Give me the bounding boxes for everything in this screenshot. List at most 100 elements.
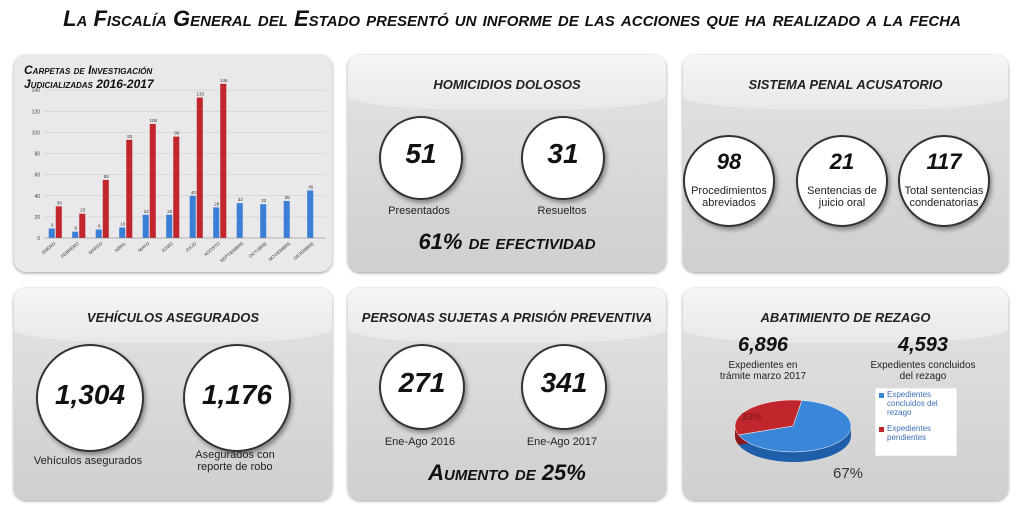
- x-tick-label: ENERO: [41, 241, 57, 255]
- data-label: 108: [150, 118, 158, 123]
- legend-item: Expedientes pendientes: [887, 424, 932, 442]
- stat-value: 341: [540, 367, 588, 398]
- legend-label: Expedientes pendientes: [887, 424, 932, 442]
- stat-value: 21: [829, 149, 855, 174]
- panel-header: [683, 55, 1008, 110]
- stat-label: Resueltos: [537, 205, 587, 217]
- x-tick-label: OCTUBRE: [248, 241, 268, 259]
- stat-value: 4,593: [897, 334, 949, 356]
- data-label: 29: [214, 201, 220, 206]
- bar: [48, 228, 55, 238]
- circle: 51: [379, 116, 463, 200]
- bar: [260, 204, 267, 238]
- bar: [173, 136, 180, 238]
- panel-title: ABATIMIENTO DE REZAGO: [760, 310, 931, 325]
- bar: [55, 206, 62, 238]
- stat-label: Expedientes concluidos del rezago: [870, 360, 976, 382]
- bar: [102, 179, 109, 238]
- y-tick-label: 0: [37, 236, 40, 242]
- stat-label: Vehículos asegurados: [33, 455, 143, 467]
- stat-label: Ene-Ago 2016: [384, 436, 456, 448]
- stat-label: Ene-Ago 2017: [526, 436, 598, 448]
- legend-box: [874, 388, 958, 457]
- data-label: 40: [191, 190, 197, 195]
- legend-swatch: [879, 427, 884, 432]
- rezago-panel: ABATIMIENTO DE REZAGO 6,896 4,593 Expedi…: [683, 288, 1008, 500]
- panel-header: [14, 288, 332, 343]
- bar: [79, 213, 86, 238]
- bar: [142, 214, 149, 238]
- y-tick-label: 140: [32, 88, 41, 94]
- panel-footer: 61% de efectividad: [418, 229, 596, 254]
- x-tick-label: NOVIEMBRE: [267, 241, 291, 262]
- page-title: La Fiscalía General del Estado presentó …: [63, 6, 961, 31]
- x-tick-label: SEPTIEMBRE: [219, 241, 244, 263]
- prision-panel: PERSONAS SUJETAS A PRISIÓN PREVENTIVA 27…: [348, 288, 666, 500]
- stat-label: Total sentencias condenatorias: [904, 185, 984, 209]
- x-tick-label: AGOSTO: [203, 241, 221, 257]
- circle: 1,304: [36, 344, 144, 452]
- data-label: 22: [144, 209, 150, 214]
- bar: [307, 190, 314, 238]
- panel-title: PERSONAS SUJETAS A PRISIÓN PREVENTIVA: [361, 310, 653, 325]
- stat-value: 51: [405, 138, 437, 169]
- panel-title: HOMICIDIOS DOLOSOS: [433, 77, 581, 92]
- y-tick-label: 120: [32, 109, 41, 115]
- data-label: 33: [238, 197, 244, 202]
- data-label: 23: [80, 208, 86, 213]
- circle: 117 Total sentencias condenatorias: [898, 135, 990, 227]
- stat-value: 1,176: [201, 379, 273, 410]
- panel-header: [348, 288, 666, 343]
- panel-title: SISTEMA PENAL ACUSATORIO: [748, 77, 943, 92]
- stat-label: Procedimientos abreviados: [691, 185, 767, 209]
- stat-value: 117: [926, 149, 962, 174]
- stat-label: Expedientes en trámite marzo 2017: [719, 360, 807, 382]
- chart-title: Carpetas de Investigación Judicializadas…: [24, 63, 154, 91]
- data-label: 146: [220, 78, 228, 83]
- stat-label: Presentados: [388, 205, 450, 217]
- stat-value: 271: [398, 367, 446, 398]
- stat-value: 31: [547, 138, 579, 169]
- panel-footer: Aumento de 25%: [428, 460, 586, 485]
- bar: [126, 139, 133, 238]
- data-label: 45: [308, 184, 314, 189]
- pie-chart: 67% 33% Expedientes concluidos del rezago E…: [734, 388, 958, 482]
- circle: 271: [379, 344, 465, 430]
- legend-swatch: [879, 393, 884, 398]
- x-tick-label: JUNIO: [160, 241, 174, 254]
- pie-label: 33%: [741, 412, 761, 423]
- data-label: 133: [197, 92, 205, 97]
- pie-slice: [738, 400, 852, 453]
- bar: [72, 231, 79, 238]
- panel-header: [683, 288, 1008, 343]
- x-tick-label: FEBRERO: [60, 241, 80, 259]
- y-tick-label: 60: [34, 173, 40, 179]
- data-label: 96: [174, 131, 180, 136]
- bar: [166, 214, 173, 238]
- bar: [189, 195, 196, 238]
- legend-label: Expedientes concluidos del rezago: [887, 390, 938, 417]
- y-tick-label: 40: [34, 194, 40, 200]
- bar: [95, 229, 102, 238]
- bar-chart: 0 20 40 60 80 100 120 140 ENERO 9 30 FEBRERO 6 23 MARZ…: [32, 78, 326, 263]
- circle: 341: [521, 344, 607, 430]
- data-label: 9: [51, 222, 54, 227]
- pie-label: 67%: [833, 465, 863, 482]
- homicidios-panel: HOMICIDIOS DOLOSOS 51 31 Presentados Res…: [348, 55, 666, 272]
- bar: [213, 207, 220, 238]
- x-tick-label: ABRIL: [114, 241, 128, 254]
- x-tick-label: MARZO: [88, 241, 104, 256]
- sistema-panel: SISTEMA PENAL ACUSATORIO 98 Procedimiento…: [683, 55, 1008, 272]
- stat-value: 98: [716, 149, 742, 174]
- bar: [149, 123, 156, 238]
- y-tick-label: 100: [32, 130, 41, 136]
- pie-slice: [734, 399, 803, 436]
- data-label: 22: [167, 209, 173, 214]
- y-tick-label: 20: [34, 215, 40, 221]
- data-label: 55: [104, 174, 110, 179]
- stat-label: Asegurados con reporte de robo: [195, 449, 275, 473]
- data-label: 30: [57, 200, 63, 205]
- legend-item: Expedientes concluidos del rezago: [887, 390, 938, 417]
- data-label: 93: [127, 134, 133, 139]
